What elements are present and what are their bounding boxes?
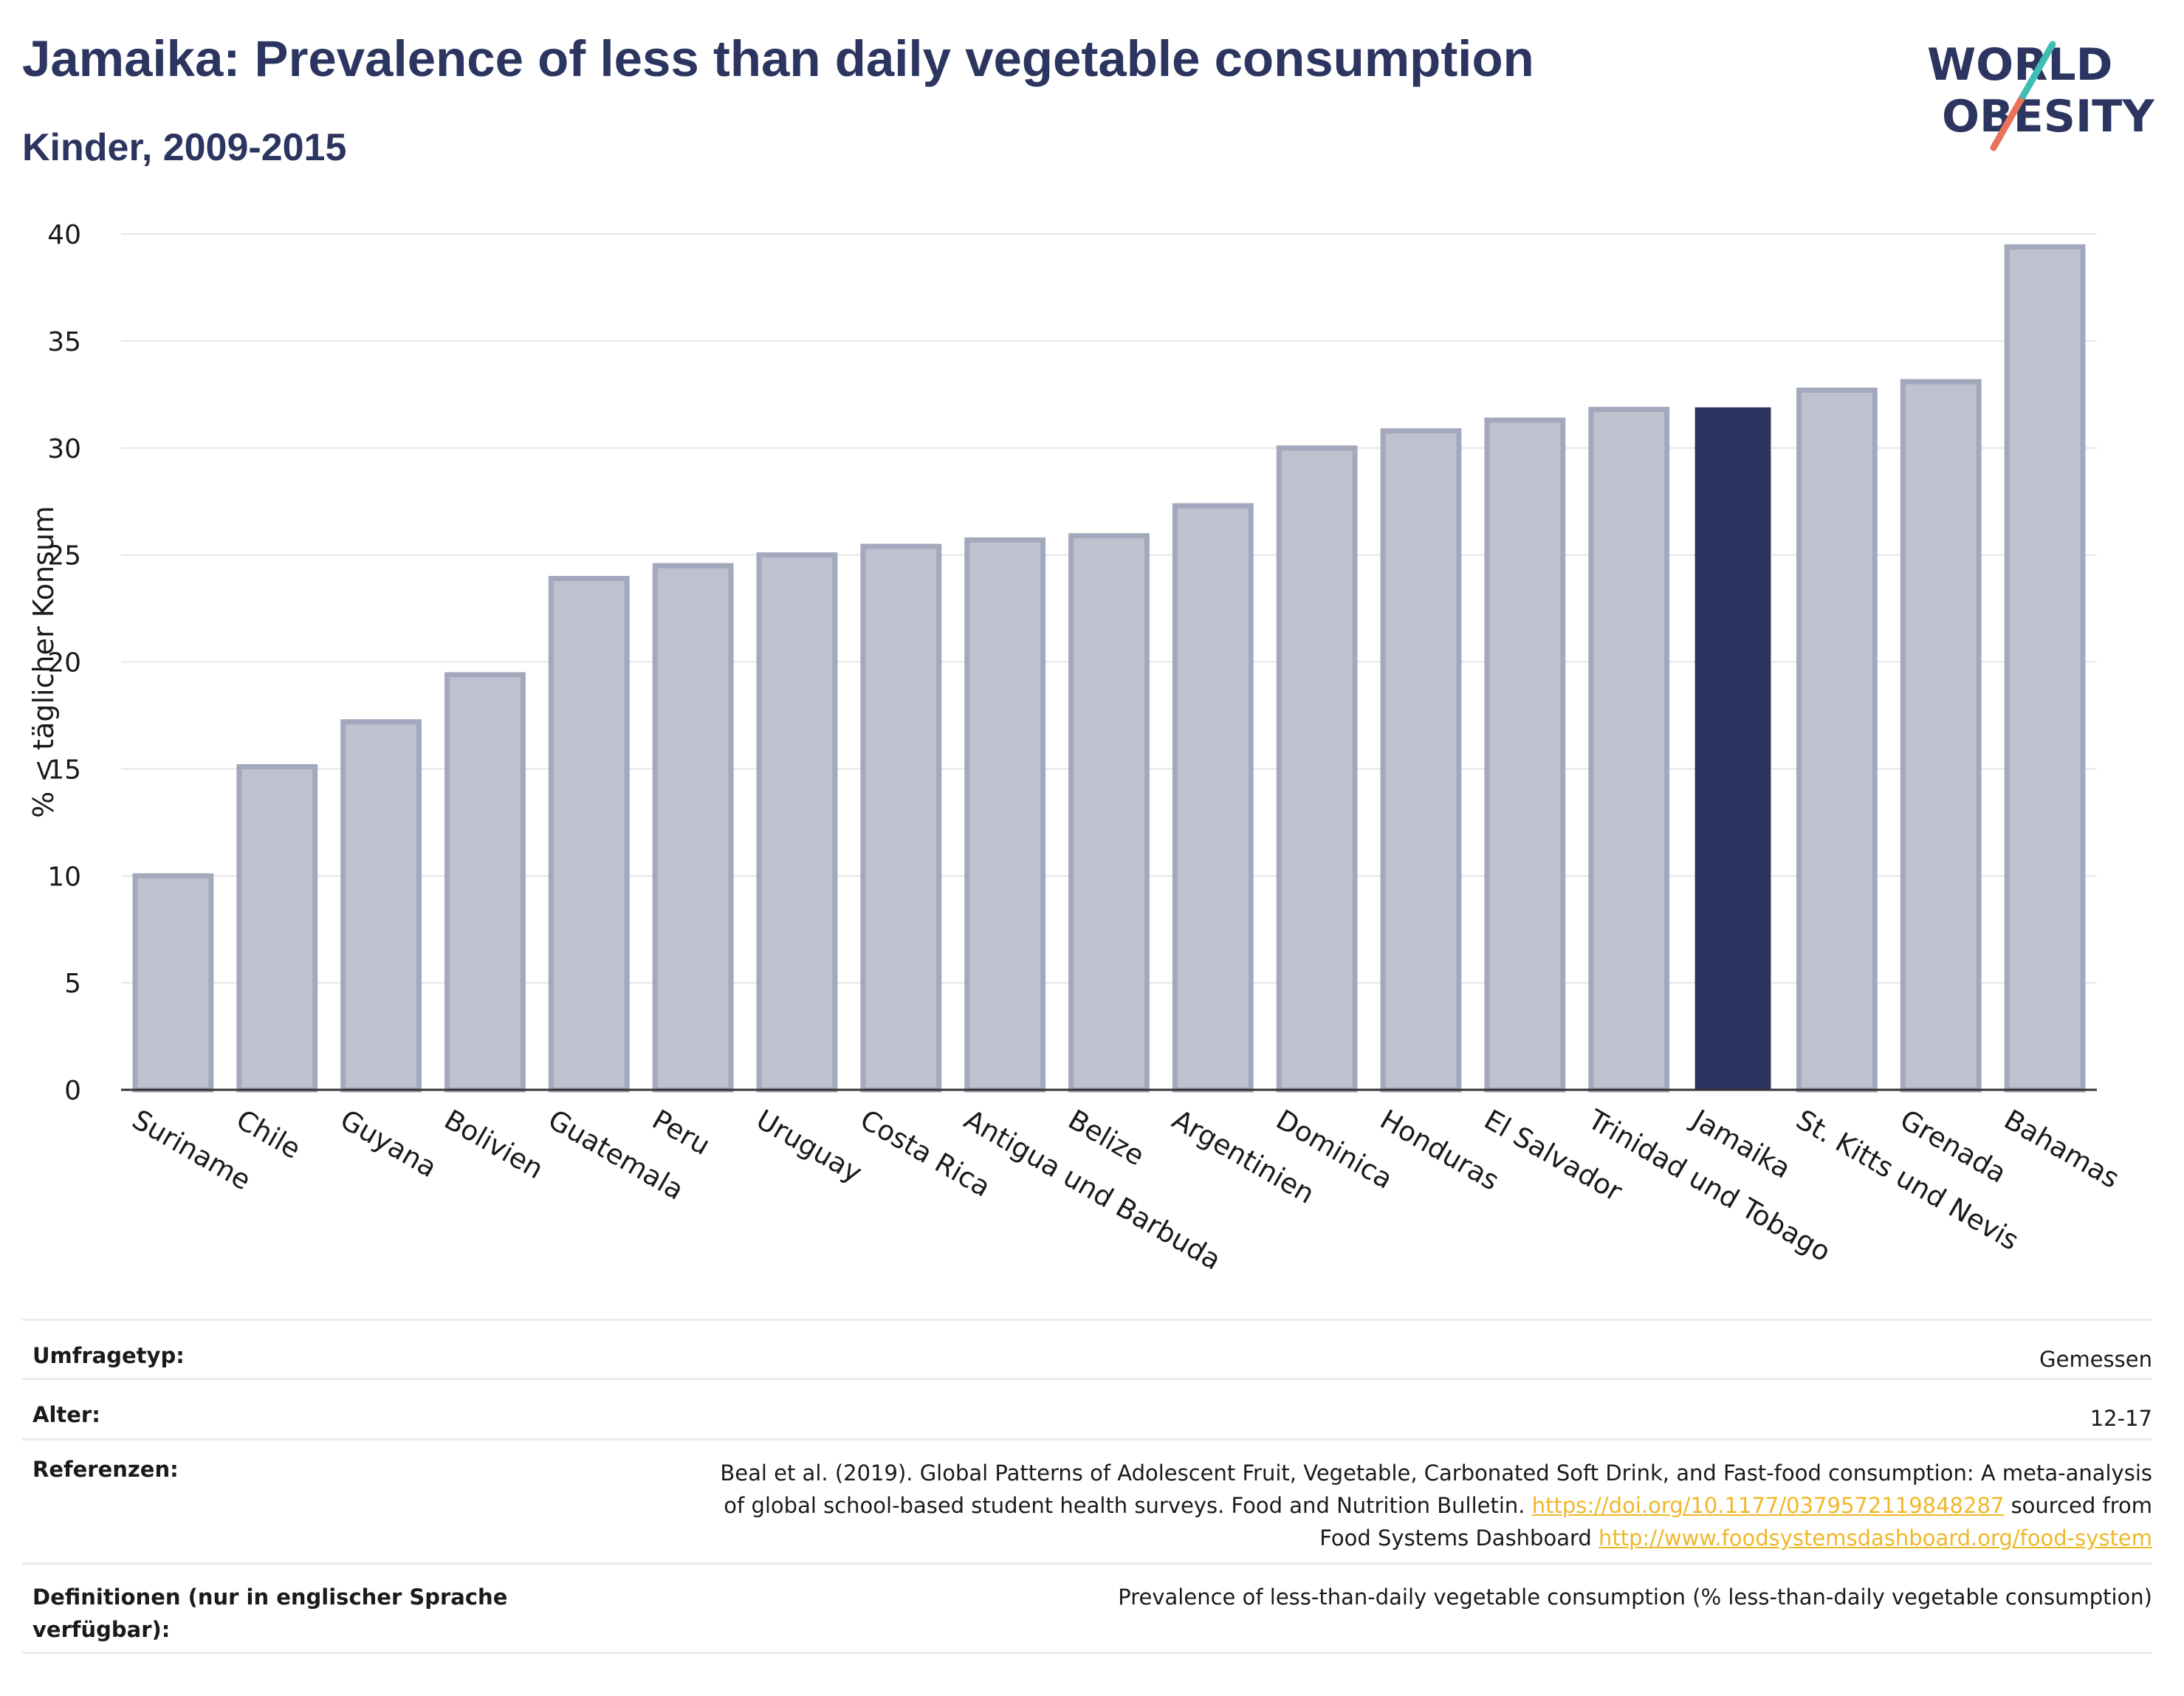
doi-link[interactable]: https://doi.org/10.1177/0379572119848287 — [1531, 1493, 2005, 1518]
survey-type-row: Umfragetyp: Gemessen — [22, 1319, 2152, 1378]
bar-bahamas — [2004, 244, 2086, 1093]
bar-chile — [236, 763, 318, 1093]
definitions-value: Prevalence of less-than-daily vegetable … — [1118, 1585, 2152, 1610]
references-row: Referenzen: Beal et al. (2019). Global P… — [22, 1438, 2152, 1562]
age-value: 12-17 — [2089, 1406, 2152, 1431]
x-tick-label: Suriname — [127, 1104, 256, 1197]
chart-subtitle: Kinder, 2009-2015 — [22, 126, 347, 169]
y-tick-label: 5 — [64, 969, 81, 999]
age-label: Alter: — [32, 1402, 100, 1427]
logo-line-1: WORLD — [1927, 39, 2112, 91]
survey-type-value: Gemessen — [2039, 1347, 2152, 1372]
references-value: Beal et al. (2019). Global Patterns of A… — [720, 1457, 2152, 1554]
x-tick-label: Chile — [231, 1104, 306, 1166]
bar-honduras — [1380, 428, 1462, 1093]
bar-jamaika — [1694, 407, 1771, 1090]
reference-text-2: of global school-based student health su… — [724, 1493, 1525, 1518]
x-tick-label: Peru — [647, 1104, 715, 1161]
bar-argentinien — [1172, 503, 1254, 1093]
bar-trinidad-und-tobago — [1588, 407, 1670, 1093]
x-tick-label: Bahamas — [1999, 1104, 2125, 1195]
x-tick-label: Bolivien — [439, 1104, 549, 1186]
y-tick-label: 35 — [47, 327, 81, 357]
bar-uruguay — [756, 552, 838, 1093]
chart-title: Jamaika: Prevalence of less than daily v… — [22, 30, 1534, 87]
reference-text-3: sourced from — [2010, 1493, 2152, 1518]
bar-guatemala — [548, 575, 630, 1093]
x-tick-label: Uruguay — [751, 1104, 868, 1189]
y-tick-label: 30 — [47, 434, 81, 464]
x-tick-label: Honduras — [1375, 1104, 1505, 1197]
bar-guyana — [340, 719, 422, 1093]
bar-st-kitts-und-nevis — [1796, 388, 1878, 1093]
definitions-label: Definitionen (nur in englischer Sprache … — [32, 1585, 508, 1642]
logo-slash-coral — [1990, 92, 2027, 151]
survey-type-label: Umfragetyp: — [32, 1343, 185, 1368]
y-tick-label: 0 — [64, 1076, 81, 1106]
references-label: Referenzen: — [32, 1457, 179, 1482]
bar-grenada — [1900, 379, 1982, 1093]
bar-peru — [652, 563, 734, 1093]
logo-slash-teal — [2019, 41, 2056, 100]
bar-belize — [1068, 533, 1150, 1093]
bar-costa-rica — [860, 543, 942, 1093]
y-axis-ticks: 0 5 10 15 20 25 30 35 40 — [47, 220, 81, 1106]
age-row: Alter: 12-17 — [22, 1378, 2152, 1438]
reference-text-1: Beal et al. (2019). Global Patterns of A… — [720, 1460, 2152, 1486]
reference-text-4: Food Systems Dashboard — [1319, 1525, 1592, 1551]
world-obesity-logo: WORLD OBESITY — [1927, 39, 2155, 151]
bar-suriname — [132, 873, 214, 1093]
logo-line-2: OBESITY — [1942, 91, 2155, 143]
y-tick-label: 15 — [47, 755, 81, 785]
metadata-table: Umfragetyp: Gemessen Alter: 12-17 Refere… — [22, 1319, 2152, 1654]
y-tick-label: 25 — [47, 541, 81, 571]
y-tick-label: 10 — [47, 862, 81, 892]
bar-antigua-und-barbuda — [964, 537, 1046, 1093]
bar-bolivien — [444, 672, 526, 1093]
bars — [132, 244, 2086, 1093]
y-tick-label: 20 — [47, 648, 81, 679]
dashboard-link[interactable]: http://www.foodsystemsdashboard.org/food… — [1598, 1525, 2152, 1551]
definitions-row: Definitionen (nur in englischer Sprache … — [22, 1562, 2152, 1654]
y-axis-label: % < täglicher Konsum — [27, 506, 60, 818]
x-tick-label: Guyana — [335, 1104, 442, 1184]
bar-el-salvador — [1484, 417, 1566, 1093]
y-tick-label: 40 — [47, 220, 81, 250]
bar-dominica — [1276, 445, 1358, 1093]
